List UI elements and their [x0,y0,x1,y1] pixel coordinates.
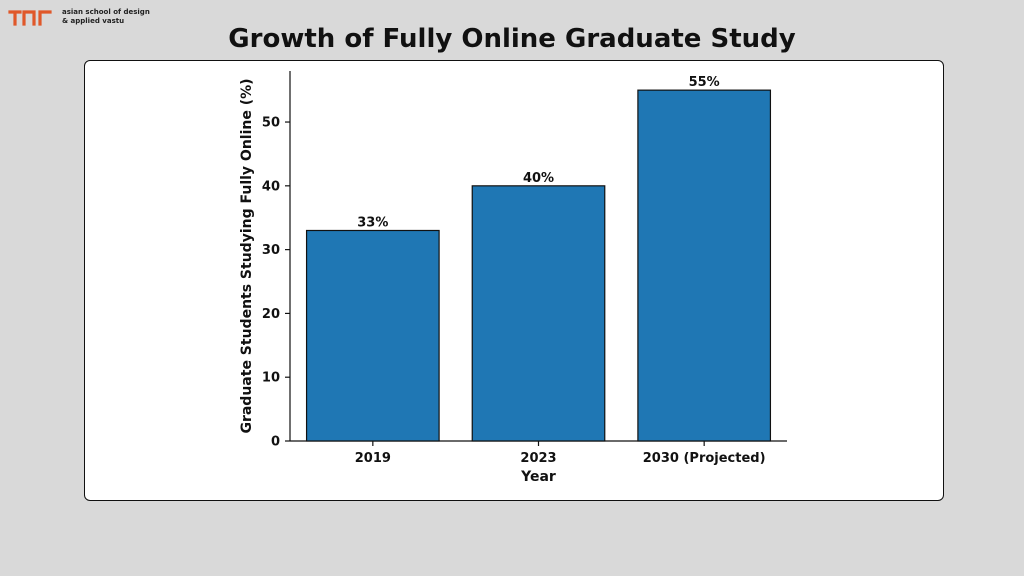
bar-value-label: 33% [357,215,388,230]
y-tick-label: 30 [262,243,280,258]
bar-2030 [637,89,772,442]
bar-value-label: 40% [523,171,554,186]
x-tick-label: 2030 (Projected) [643,451,766,466]
brand-tagline: & applied vastu [62,17,125,25]
x-tick-label: 2023 [520,451,556,466]
chart-card: 0 10 20 30 40 50 33% 2019 40% 2023 55% 2030 (Projec… [84,60,944,501]
brand-logo-icon [8,10,52,26]
bar-2019 [305,229,440,442]
y-tick-label: 50 [262,116,280,131]
brand-logo: asian school of design & applied vastu [8,8,150,26]
x-tick-label: 2019 [355,451,391,466]
bar-value-label: 55% [689,75,720,90]
y-tick-label: 0 [271,435,280,450]
y-tick-label: 40 [262,179,280,194]
bar-chart: 0 10 20 30 40 50 33% 2019 40% 2023 55% 2030 (Projec… [239,71,787,485]
bar-2023 [471,185,606,442]
brand-name: asian school of design [62,8,150,16]
x-axis-title: Year [520,469,556,485]
y-axis-title: Graduate Students Studying Fully Online … [239,78,255,433]
y-tick-label: 10 [262,371,280,386]
page-title: Growth of Fully Online Graduate Study [228,24,796,54]
y-tick-label: 20 [262,307,280,322]
